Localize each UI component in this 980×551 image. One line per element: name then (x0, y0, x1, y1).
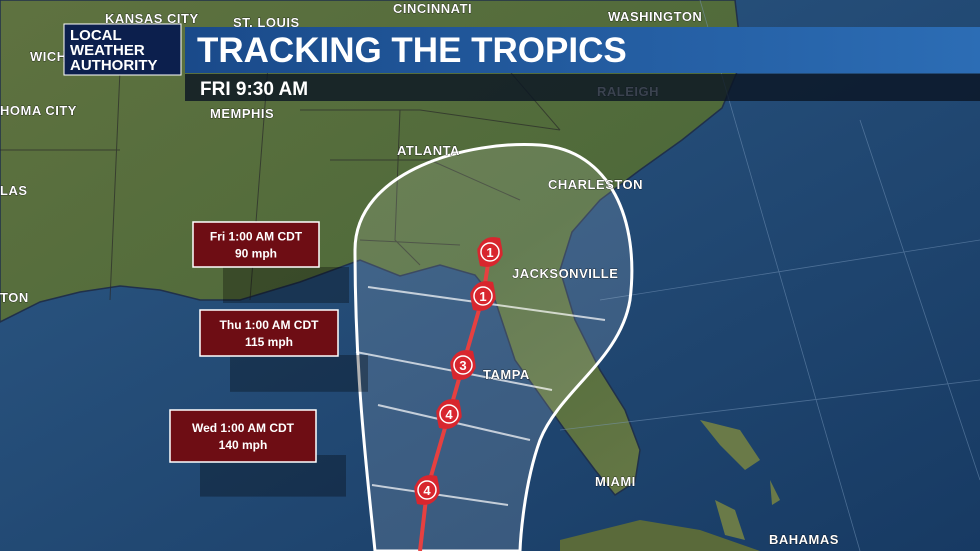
hurricane-category: 1 (479, 289, 486, 304)
title: TRACKING THE TROPICS (197, 31, 627, 70)
forecast-box (199, 309, 339, 357)
forecast-box-shadow (230, 355, 368, 392)
hurricane-core (473, 286, 493, 306)
forecast-wind: 90 mph (235, 247, 277, 261)
dynamic-layer: KANSAS CITY ST. LOUIS CINCINNATI WASHINGTON… (0, 1, 839, 548)
forecast-box-shadow (223, 267, 349, 303)
forecast-time: Thu 1:00 AM CDT (220, 318, 320, 332)
logo-text: AUTHORITY (70, 57, 158, 74)
state-borders (0, 39, 561, 301)
land (0, 0, 743, 496)
forecast-wind: 140 mph (219, 438, 268, 452)
city-label: WICH (30, 49, 67, 64)
logo-text: LOCAL (70, 27, 122, 44)
city-label: MEMPHIS (210, 106, 274, 121)
hurricane-category: 1 (486, 245, 493, 260)
forecast-cone (353, 142, 634, 551)
logo (63, 23, 182, 76)
hurricane-core (417, 480, 437, 500)
city-label: ST. LOUIS (233, 15, 300, 30)
hurricane-core (480, 242, 500, 262)
city-label: JACKSONVILLE (512, 266, 618, 281)
bahamas (700, 420, 780, 540)
forecast-time: Fri 1:00 AM CDT (210, 230, 303, 244)
logo-text: WEATHER (70, 42, 145, 59)
time: FRI 9:30 AM (200, 79, 308, 100)
city-label: HOMA CITY (0, 103, 77, 118)
city-label: TON (0, 290, 29, 305)
forecast-box (169, 409, 317, 463)
hurricane-category: 4 (423, 483, 431, 498)
hurricane-category: 4 (445, 407, 453, 422)
city-label: WASHINGTON (608, 9, 702, 24)
cuba (560, 520, 760, 551)
city-label: ATLANTA (397, 143, 460, 158)
hurricane-core (453, 355, 473, 375)
hurricane-core (439, 404, 459, 424)
city-label: CHARLESTON (548, 177, 643, 192)
title-bar (185, 27, 980, 73)
forecast-box (192, 221, 320, 268)
graticule (559, 0, 980, 551)
city-label: TAMPA (483, 367, 530, 382)
city-label: CINCINNATI (393, 1, 472, 16)
forecast-wind: 115 mph (245, 335, 293, 349)
forecast-time: Wed 1:00 AM CDT (192, 421, 295, 435)
hurricane-category: 3 (459, 358, 466, 373)
city-label: LAS (0, 183, 28, 198)
city-label: MIAMI (595, 474, 636, 489)
time-bar (185, 74, 980, 101)
city-label: BAHAMAS (769, 532, 839, 547)
city-label: KANSAS CITY (105, 11, 199, 26)
